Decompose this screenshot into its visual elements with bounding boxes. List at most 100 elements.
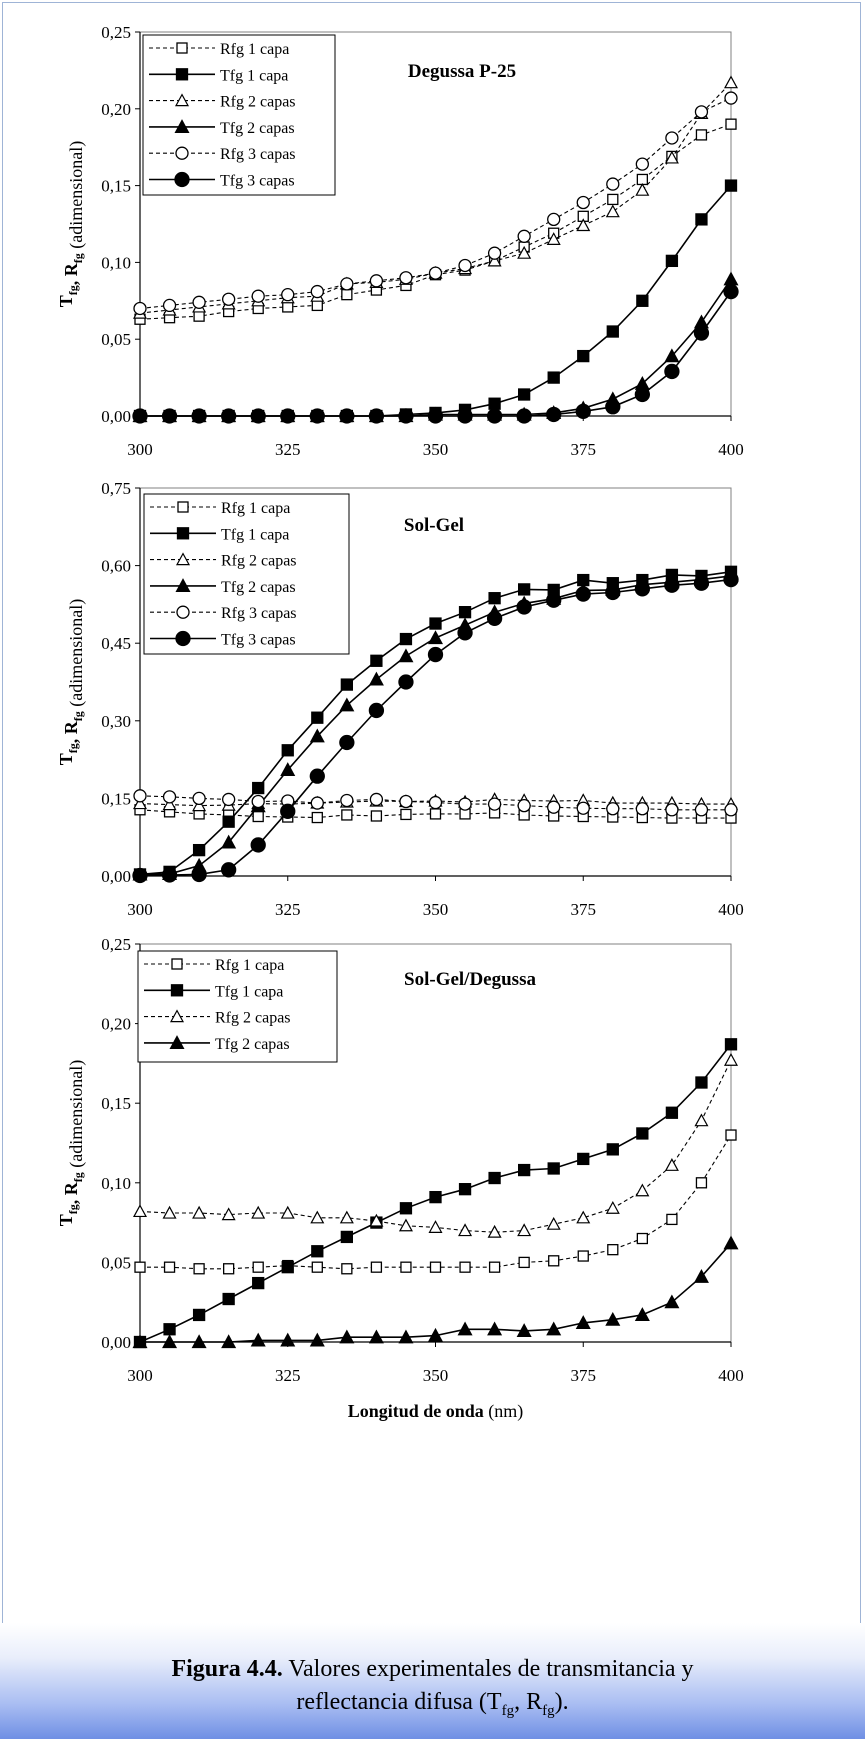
x-tick-label: 375: [571, 900, 597, 919]
data-point: [280, 803, 296, 819]
data-point: [576, 1210, 591, 1224]
data-point: [576, 218, 591, 232]
legend-marker: [176, 42, 188, 54]
data-point: [368, 702, 385, 719]
caption-line-1: Figura 4.4. Valores experimentales de tr…: [0, 1653, 865, 1686]
legend-marker: [175, 552, 191, 566]
data-point: [163, 1323, 176, 1336]
data-point: [220, 862, 237, 878]
legend-label: Rfg 1 capa: [221, 500, 290, 517]
x-tick-label: 350: [423, 1366, 449, 1385]
data-point: [250, 837, 266, 853]
data-point: [339, 408, 355, 424]
legend-marker: [177, 501, 189, 513]
data-point: [636, 1127, 649, 1140]
legend-label: Tfg 2 capas: [220, 120, 295, 137]
data-point: [459, 1261, 471, 1273]
data-point: [280, 1332, 296, 1347]
legend-label: Rfg 2 capas: [221, 553, 297, 570]
data-point: [281, 1261, 294, 1274]
data-point: [695, 1177, 708, 1189]
data-point: [222, 1263, 235, 1275]
series-tfg-3-capas: [132, 283, 739, 424]
data-point: [192, 843, 206, 857]
data-point: [725, 1129, 737, 1141]
data-point: [546, 406, 562, 423]
data-point: [250, 1332, 266, 1347]
y-tick-label: 0,60: [101, 557, 131, 576]
series-rfg-3-capas: [133, 91, 738, 316]
data-point: [309, 1332, 325, 1347]
data-point: [487, 253, 502, 267]
data-point: [517, 1223, 532, 1237]
data-point: [132, 796, 148, 810]
data-point: [339, 1329, 355, 1344]
data-point: [606, 177, 620, 191]
data-point: [547, 212, 561, 227]
data-point: [665, 254, 679, 268]
data-point: [162, 797, 177, 811]
y-axis-label: Tfg, Rfg (adimensional): [56, 1060, 87, 1226]
legend-label: Rfg 2 capas: [220, 94, 296, 111]
data-point: [162, 1205, 177, 1219]
caption-sub-2: fg: [542, 1702, 555, 1719]
data-point: [220, 408, 237, 424]
series-tfg-3-capas: [132, 571, 739, 884]
x-tick-label: 300: [127, 900, 153, 919]
legend: Rfg 1 capa Tfg 1 capa Rfg 2 capas Tfg 2 cap…: [137, 950, 338, 1063]
data-point: [605, 584, 621, 601]
data-point: [191, 408, 207, 424]
chart-1: 0,00 0,05 0,10 0,15 0,20 0,25 300 325 350 375 400 T…: [56, 23, 744, 459]
data-point: [516, 599, 532, 615]
data-point: [368, 408, 385, 424]
x-tick-label: 325: [275, 900, 301, 919]
data-point: [577, 349, 590, 363]
data-point: [310, 284, 324, 299]
legend-label: Rfg 1 capa: [215, 957, 284, 974]
data-point: [132, 1204, 148, 1218]
data-point: [518, 1163, 531, 1177]
legend-label: Rfg 2 capas: [215, 1010, 291, 1027]
data-point: [339, 1210, 354, 1224]
x-axis-label: Longitud de onda (nm): [348, 1401, 524, 1422]
data-point: [724, 179, 738, 192]
y-tick-label: 0,45: [101, 634, 131, 653]
data-point: [548, 1255, 560, 1267]
data-point: [693, 325, 710, 341]
data-point: [664, 1158, 679, 1171]
data-point: [311, 1245, 324, 1258]
legend-marker: [176, 527, 190, 540]
data-point: [398, 1329, 414, 1344]
y-tick-label: 0,20: [101, 1015, 131, 1034]
legend: Rfg 1 capa Tfg 1 capa Rfg 2 capas Tfg 2 cap…: [143, 493, 350, 655]
y-tick-label: 0,25: [101, 935, 131, 954]
y-tick-label: 0,00: [101, 867, 131, 886]
data-point: [634, 386, 650, 403]
data-point: [457, 625, 473, 641]
data-point: [487, 246, 502, 260]
data-point: [693, 575, 710, 591]
data-point: [664, 150, 679, 164]
data-point: [486, 408, 503, 424]
data-point: [457, 408, 473, 424]
data-point: [399, 271, 413, 285]
data-point: [221, 1207, 236, 1221]
x-tick-label: 400: [718, 1366, 744, 1385]
data-point: [193, 1263, 205, 1275]
legend-marker: [174, 93, 190, 107]
data-point: [309, 728, 325, 743]
legend-marker: [171, 958, 183, 970]
data-point: [517, 245, 532, 259]
chart-title: Sol-Gel: [404, 515, 464, 536]
y-tick-label: 0,25: [101, 23, 131, 42]
caption-sub-1: fg: [501, 1702, 515, 1719]
y-tick-label: 0,15: [101, 789, 131, 808]
y-tick-label: 0,20: [101, 100, 131, 119]
data-point: [575, 1315, 591, 1329]
data-point: [369, 274, 384, 288]
data-point: [252, 781, 265, 795]
data-point: [252, 1261, 264, 1273]
series-line: [139, 123, 732, 320]
series-tfg-1-capa: [133, 1038, 738, 1349]
data-point: [429, 617, 442, 630]
